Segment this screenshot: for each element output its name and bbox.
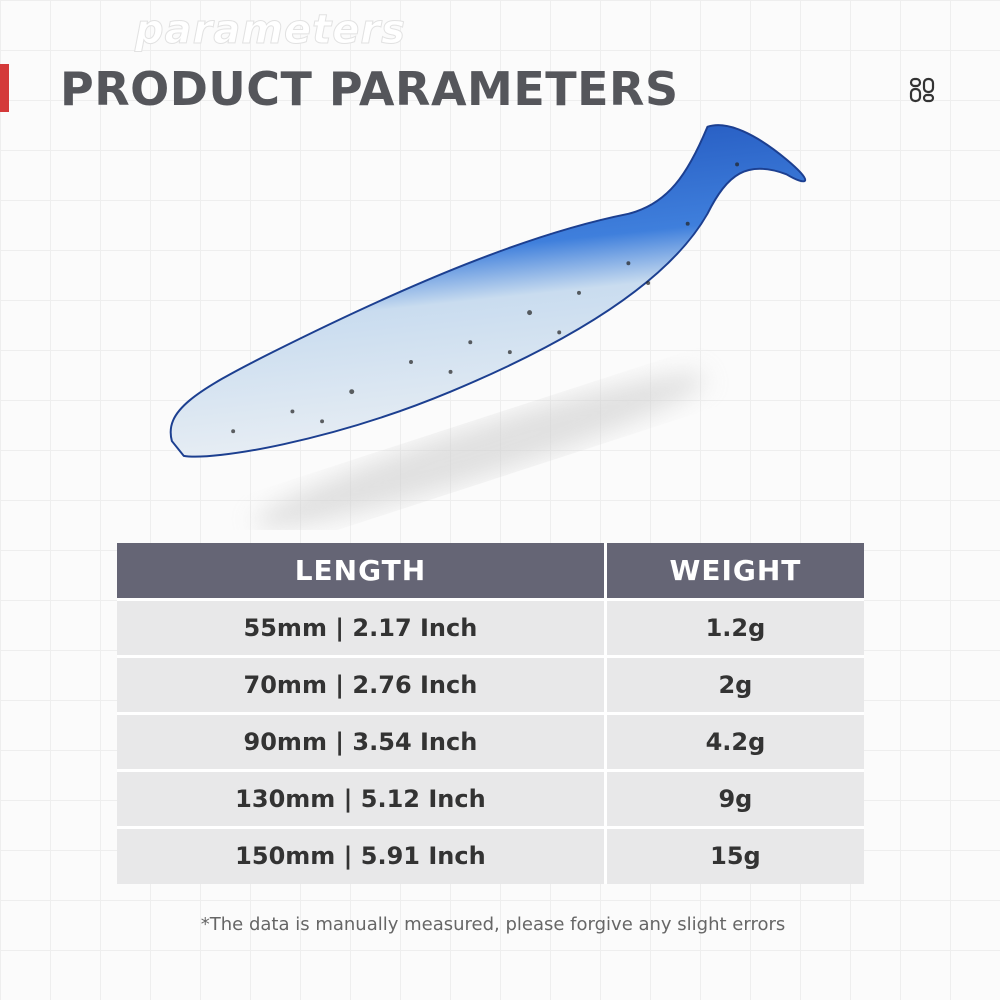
weight-cell: 1.2g [605,597,864,656]
menu-button[interactable] [900,70,944,110]
length-cell: 150mm | 5.91 Inch [117,825,607,884]
grid-menu-icon [909,77,935,103]
table-row: 150mm | 5.91 Inch 15g [117,825,864,884]
length-cell: 130mm | 5.12 Inch [117,768,607,827]
weight-cell: 2g [605,654,864,713]
column-header-length: LENGTH [117,543,607,599]
table-row: 130mm | 5.12 Inch 9g [117,768,864,827]
parameters-table: LENGTH WEIGHT 55mm | 2.17 Inch 1.2g 70mm … [117,543,864,884]
product-image [169,124,807,529]
length-cell: 55mm | 2.17 Inch [117,597,607,656]
footnote: *The data is manually measured, please f… [200,914,786,935]
length-cell: 90mm | 3.54 Inch [117,711,607,770]
weight-cell: 4.2g [605,711,864,770]
weight-cell: 9g [605,768,864,827]
accent-bar [0,64,9,112]
table-row: 70mm | 2.76 Inch 2g [117,654,864,713]
table-row: 90mm | 3.54 Inch 4.2g [117,711,864,770]
page-title: PRODUCT PARAMETERS [60,62,679,116]
length-cell: 70mm | 2.76 Inch [117,654,607,713]
table-row: 55mm | 2.17 Inch 1.2g [117,597,864,656]
weight-cell: 15g [605,825,864,884]
column-header-weight: WEIGHT [605,543,864,599]
watermark: parameters [135,7,406,54]
